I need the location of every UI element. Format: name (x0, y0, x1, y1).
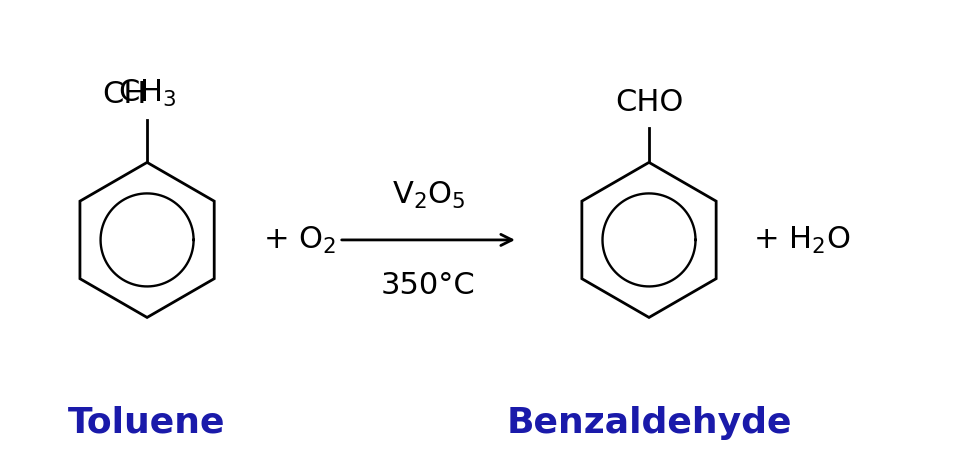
Text: CH: CH (103, 80, 147, 109)
Text: CHO: CHO (615, 87, 683, 116)
Text: Benzaldehyde: Benzaldehyde (506, 405, 792, 439)
Text: $\mathregular{+ \ H_2O}$: $\mathregular{+ \ H_2O}$ (753, 225, 850, 256)
Text: Toluene: Toluene (68, 405, 226, 439)
Text: $\mathregular{V_2O_5}$: $\mathregular{V_2O_5}$ (391, 180, 465, 211)
Text: $\mathregular{+ \ O_2}$: $\mathregular{+ \ O_2}$ (264, 225, 337, 256)
Text: $\mathregular{CH_3}$: $\mathregular{CH_3}$ (118, 77, 176, 109)
Text: 350°C: 350°C (381, 270, 476, 299)
